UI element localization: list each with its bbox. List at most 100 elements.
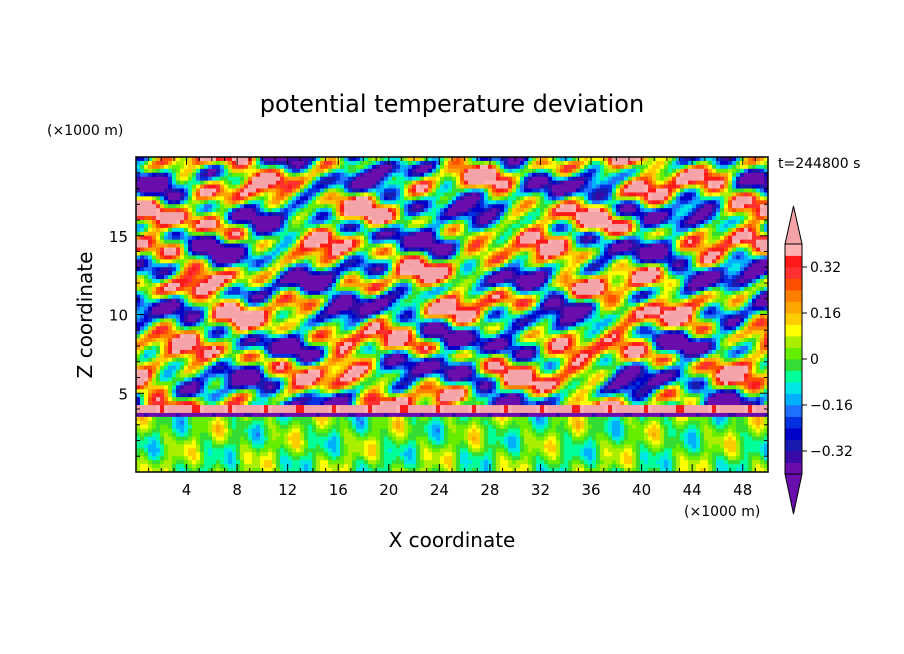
field-cell	[348, 168, 353, 174]
field-cell	[440, 160, 445, 166]
field-cell	[436, 279, 441, 284]
field-cell	[616, 172, 621, 178]
field-cell	[472, 212, 477, 217]
field-cell	[468, 251, 473, 257]
field-cell	[300, 247, 305, 253]
field-cell	[280, 271, 285, 276]
field-cell	[156, 160, 161, 166]
field-cell	[332, 164, 337, 170]
field-cell	[264, 251, 269, 257]
field-cell	[464, 164, 469, 170]
field-cell	[756, 255, 761, 260]
field-cell	[304, 251, 309, 257]
field-cell	[716, 216, 721, 221]
field-cell	[176, 208, 181, 213]
field-cell	[736, 160, 741, 166]
field-cell	[592, 208, 597, 213]
field-cell	[492, 164, 497, 170]
field-cell	[564, 164, 569, 170]
field-cell	[156, 216, 161, 221]
field-cell	[716, 196, 721, 201]
field-cell	[592, 231, 597, 237]
field-cell	[640, 243, 645, 249]
field-cell	[220, 220, 225, 225]
field-cell	[760, 208, 765, 213]
field-cell	[140, 251, 145, 257]
field-cell	[160, 212, 165, 217]
field-cell	[392, 239, 397, 245]
field-cell	[160, 275, 165, 280]
field-cell	[744, 200, 749, 205]
field-cell	[680, 251, 685, 257]
field-cell	[136, 223, 141, 229]
field-cell	[260, 251, 265, 257]
field-cell	[676, 160, 681, 166]
field-cell	[668, 263, 673, 268]
field-cell	[596, 164, 601, 170]
field-cell	[148, 196, 153, 201]
field-cell	[732, 196, 737, 201]
field-cell	[324, 172, 329, 178]
field-cell	[456, 239, 461, 245]
field-cell	[524, 212, 529, 217]
field-cell	[568, 239, 573, 245]
field-cell	[208, 160, 213, 166]
field-cell	[580, 255, 585, 260]
field-cell	[664, 275, 669, 280]
field-cell	[200, 168, 205, 174]
field-cell	[728, 192, 733, 197]
field-cell	[484, 160, 489, 166]
field-cell	[272, 263, 277, 268]
field-cell	[228, 255, 233, 260]
field-cell	[580, 172, 585, 178]
field-cell	[196, 271, 201, 276]
field-cell	[364, 160, 369, 166]
field-cell	[192, 223, 197, 229]
field-cell	[188, 267, 193, 272]
field-cell	[496, 267, 501, 272]
field-cell	[236, 255, 241, 260]
field-cell	[580, 184, 585, 190]
field-cell	[464, 275, 469, 280]
field-cell	[340, 223, 345, 229]
field-cell	[688, 172, 693, 178]
field-cell	[432, 275, 437, 280]
field-cell	[688, 188, 693, 194]
field-cell	[356, 235, 361, 241]
field-cell	[444, 239, 449, 245]
field-cell	[228, 220, 233, 225]
field-cell	[452, 279, 457, 284]
field-cell	[628, 212, 633, 217]
field-cell	[256, 227, 261, 233]
field-cell	[160, 160, 165, 166]
field-cell	[488, 176, 493, 182]
field-cell	[276, 279, 281, 284]
field-cell	[320, 220, 325, 225]
field-cell	[604, 176, 609, 182]
field-cell	[612, 196, 617, 201]
field-cell	[264, 255, 269, 260]
field-cell	[404, 271, 409, 276]
field-cell	[552, 160, 557, 166]
field-cell	[360, 239, 365, 245]
field-cell	[720, 188, 725, 194]
field-cell	[468, 168, 473, 174]
field-cell	[148, 239, 153, 245]
field-cell	[584, 200, 589, 205]
field-cell	[352, 157, 357, 162]
field-cell	[164, 235, 169, 241]
field-cell	[352, 164, 357, 170]
field-cell	[184, 192, 189, 197]
field-cell	[316, 172, 321, 178]
field-cell	[752, 212, 757, 217]
field-cell	[384, 235, 389, 241]
field-cell	[632, 172, 637, 178]
field-cell	[284, 157, 289, 162]
field-cell	[528, 239, 533, 245]
field-cell	[416, 192, 421, 197]
field-cell	[444, 267, 449, 272]
field-cell	[360, 243, 365, 249]
field-cell	[456, 168, 461, 174]
field-cell	[668, 216, 673, 221]
field-cell	[664, 247, 669, 253]
